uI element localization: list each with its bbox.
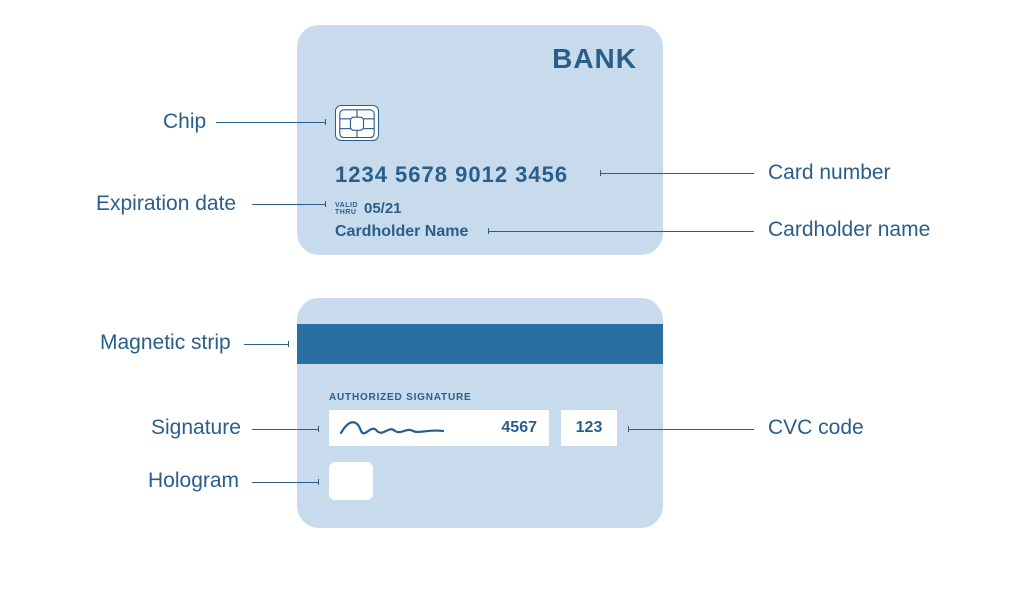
hologram-icon <box>329 462 373 500</box>
signature-scribble-icon <box>339 417 449 439</box>
callout-mag-strip: Magnetic strip <box>100 331 231 355</box>
expiry-value: 05/21 <box>364 200 402 217</box>
callout-cardholder: Cardholder name <box>768 218 930 242</box>
callout-cvc: CVC code <box>768 416 864 440</box>
chip-icon <box>335 105 379 141</box>
callout-card-number: Card number <box>768 161 891 185</box>
card-front: BANK 1234 5678 9012 3456 VALID THRU <box>297 25 663 255</box>
callout-expiry: Expiration date <box>96 192 236 216</box>
signature-panel: 4567 <box>329 410 549 446</box>
expiry-group: VALID THRU 05/21 <box>335 200 402 217</box>
callout-signature: Signature <box>151 416 241 440</box>
chip-lines-icon <box>339 109 375 138</box>
callout-hologram: Hologram <box>148 469 239 493</box>
bank-label: BANK <box>552 43 637 75</box>
cardholder-name-text: Cardholder Name <box>335 223 468 241</box>
magnetic-strip <box>297 324 663 364</box>
authorized-signature-label: AUTHORIZED SIGNATURE <box>329 392 471 403</box>
signature-last4: 4567 <box>501 419 537 437</box>
valid-thru-label: VALID THRU <box>335 202 358 216</box>
callout-chip: Chip <box>163 110 206 134</box>
cvc-value: 123 <box>576 419 603 437</box>
diagram-stage: BANK 1234 5678 9012 3456 VALID THRU <box>0 0 1024 592</box>
cvc-panel: 123 <box>561 410 617 446</box>
card-number-text: 1234 5678 9012 3456 <box>335 162 568 188</box>
card-back: AUTHORIZED SIGNATURE 4567 123 <box>297 298 663 528</box>
